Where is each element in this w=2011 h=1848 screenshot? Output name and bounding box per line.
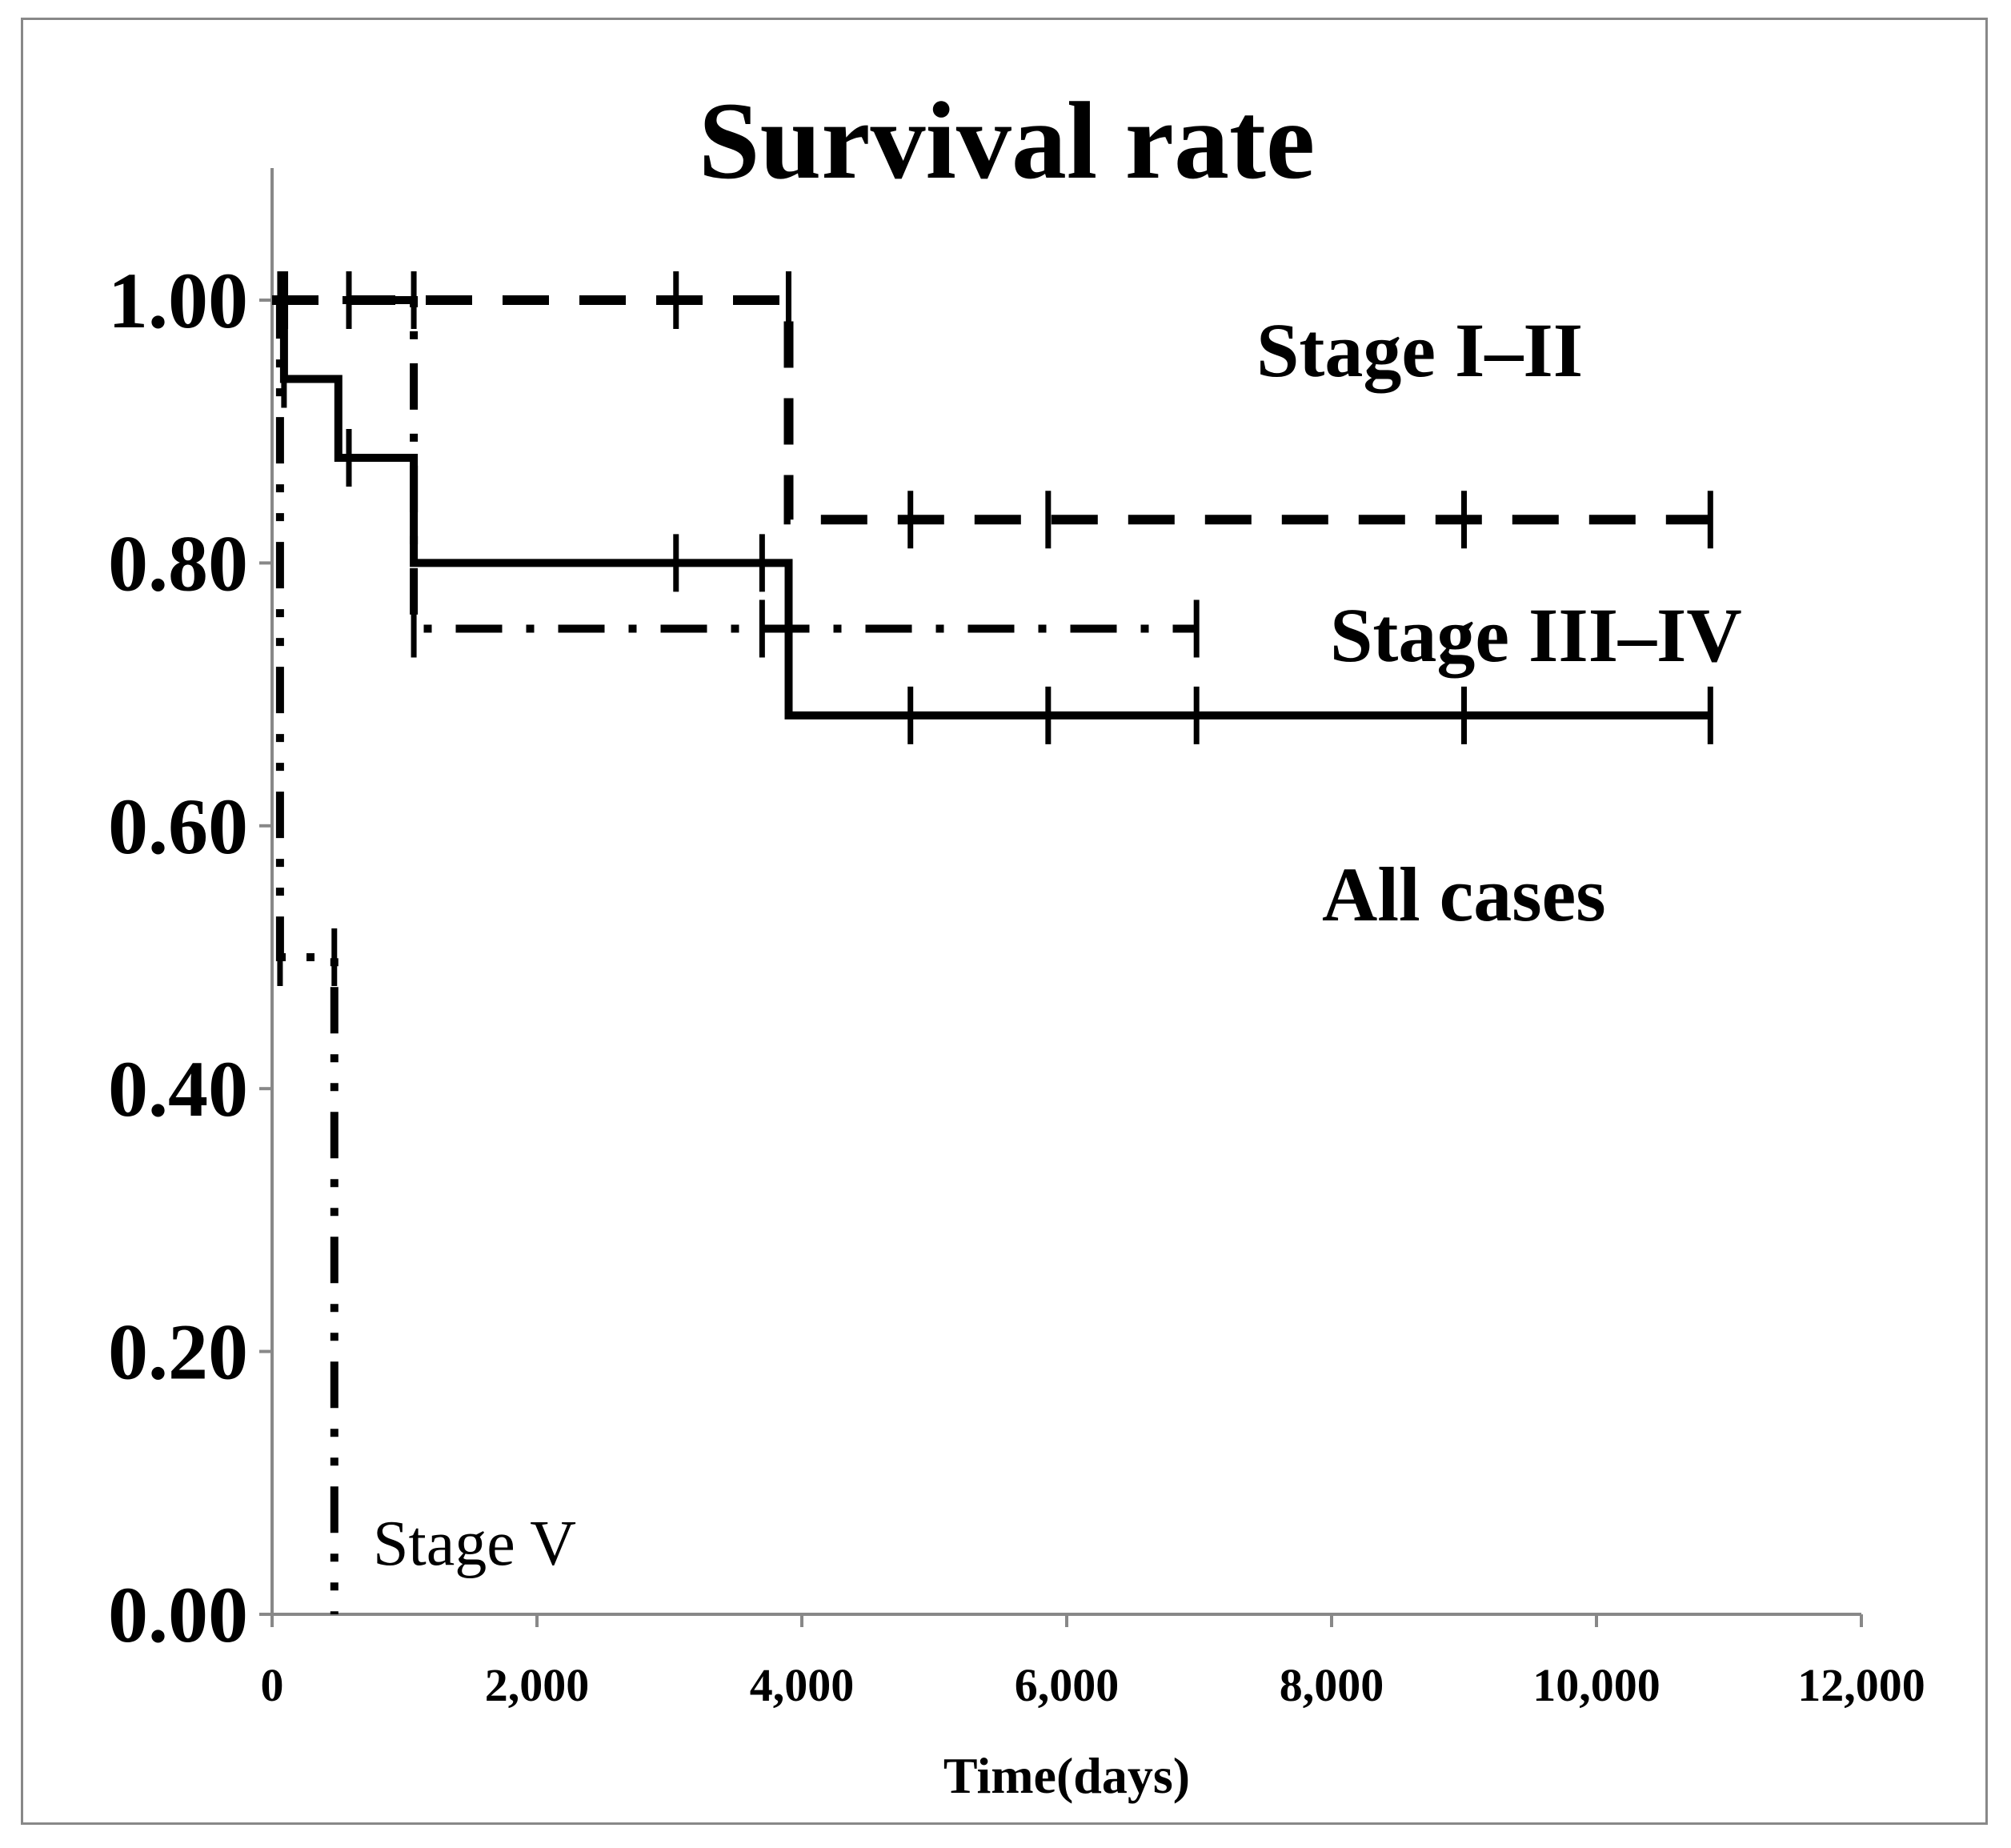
y-tick-label: 0.60	[108, 782, 248, 871]
chart-title: Survival rate	[699, 79, 1315, 202]
x-tick-label: 10,000	[1532, 1659, 1660, 1711]
x-axis-label: Time(days)	[943, 1747, 1190, 1804]
x-tick-label: 2,000	[485, 1659, 590, 1711]
y-tick-label: 0.20	[108, 1308, 248, 1397]
x-tick-label: 12,000	[1797, 1659, 1925, 1711]
x-tick-label: 0	[261, 1659, 284, 1711]
series-line-stage-i-ii	[272, 295, 1711, 525]
y-tick-label: 0.00	[108, 1570, 248, 1659]
x-tick-label: 4,000	[750, 1659, 855, 1711]
annotation-all-cases: All cases	[1322, 852, 1606, 937]
x-ticks: 0 2,000 4,000 6,000 8,000 10,000 12,000	[261, 1614, 1925, 1711]
x-tick-label: 8,000	[1280, 1659, 1384, 1711]
series-line-stage-iii-iv	[272, 296, 1197, 633]
annotation-stage-3-4: Stage III–IV	[1330, 592, 1742, 678]
y-tick-label: 0.80	[108, 519, 248, 607]
x-tick-label: 6,000	[1015, 1659, 1120, 1711]
y-tick-label: 0.40	[108, 1044, 248, 1133]
series-layer	[272, 271, 1713, 1614]
y-tick-label: 1.00	[108, 256, 248, 345]
annotation-stage-5: Stage V	[373, 1509, 576, 1579]
y-ticks: 0.00 0.20 0.40 0.60 0.80 1.00	[108, 256, 272, 1659]
series-line-all-cases	[272, 296, 1711, 720]
axes	[270, 168, 1861, 1616]
annotation-stage-1-2: Stage I–II	[1256, 307, 1583, 393]
